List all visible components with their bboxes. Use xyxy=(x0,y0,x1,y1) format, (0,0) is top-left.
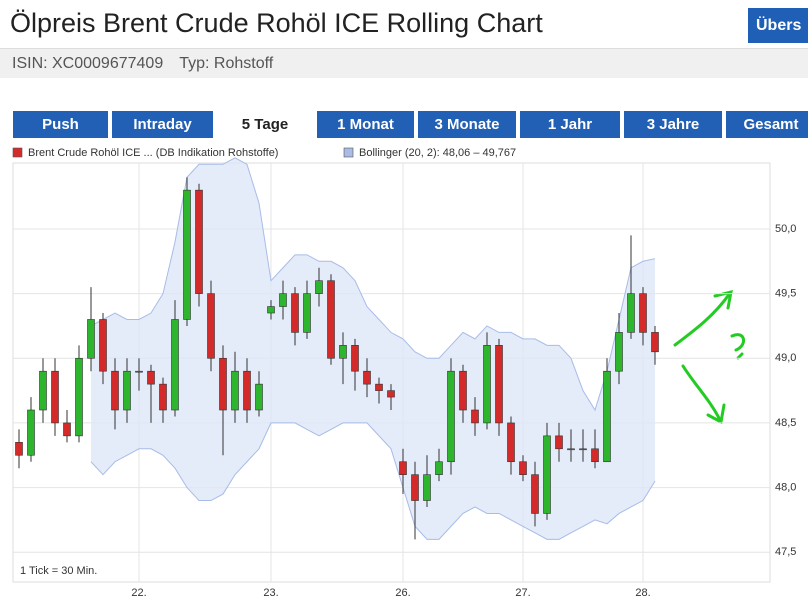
candle-body xyxy=(183,189,191,320)
candle-body xyxy=(159,383,167,411)
candle-body xyxy=(435,461,443,475)
tab[interactable]: 1 Jahr xyxy=(520,111,620,138)
y-tick-label: 47,5 xyxy=(775,546,796,558)
candle-body xyxy=(567,448,575,451)
tab[interactable]: 3 Monate xyxy=(418,111,516,138)
candle-body xyxy=(363,370,371,385)
tab[interactable]: 5 Tage xyxy=(217,111,313,138)
candle-body xyxy=(219,357,227,411)
x-tick-label: 23. xyxy=(263,587,278,599)
candle-body xyxy=(123,370,131,411)
candle-body xyxy=(195,189,203,294)
tick-note: 1 Tick = 30 Min. xyxy=(20,565,97,577)
candle-body xyxy=(255,383,263,411)
candle-body xyxy=(39,370,47,411)
candle-body xyxy=(27,409,35,456)
type: Typ: Rohstoff xyxy=(179,55,274,72)
x-tick-label: 27. xyxy=(515,587,530,599)
candle-body xyxy=(51,370,59,424)
y-tick-label: 48,0 xyxy=(775,482,796,494)
legend-swatch xyxy=(343,147,354,158)
candle-body xyxy=(111,370,119,411)
candle-body xyxy=(531,474,539,514)
legend-label: Brent Crude Rohöl ICE ... (DB Indikation… xyxy=(28,147,278,159)
candle-body xyxy=(555,435,563,450)
candle-body xyxy=(627,293,635,333)
legend-swatch xyxy=(12,147,23,158)
candle-body xyxy=(87,319,95,359)
candle-body xyxy=(471,409,479,424)
annotation-arrows xyxy=(673,289,745,425)
bollinger-lower xyxy=(90,422,656,540)
candle-body xyxy=(399,461,407,475)
legend-label: Bollinger (20, 2): 48,06 – 49,767 xyxy=(359,147,516,159)
candle-body xyxy=(579,448,587,451)
candle-body xyxy=(423,474,431,501)
candle-body xyxy=(279,293,287,307)
tab[interactable]: Push xyxy=(13,111,108,138)
y-tick-label: 49,5 xyxy=(775,288,796,300)
candle-body xyxy=(15,442,23,456)
candle-body xyxy=(291,293,299,333)
candle-body xyxy=(99,319,107,372)
candle-body xyxy=(483,345,491,424)
candle-body xyxy=(543,435,551,514)
candle-body xyxy=(495,345,503,424)
x-tick-label: 22. xyxy=(131,587,146,599)
x-tick-label: 26. xyxy=(395,587,410,599)
x-tick-label: 28. xyxy=(635,587,650,599)
y-tick-label: 50,0 xyxy=(775,223,796,235)
bollinger-upper xyxy=(90,157,656,412)
candle-body xyxy=(207,293,215,359)
tab[interactable]: Gesamt xyxy=(726,111,808,138)
tab[interactable]: Intraday xyxy=(112,111,213,138)
candle-body xyxy=(639,293,647,333)
candle-body xyxy=(351,345,359,372)
y-tick-label: 48,5 xyxy=(775,417,796,429)
candle-body xyxy=(315,280,323,294)
candle-body xyxy=(375,383,383,391)
candle-body xyxy=(591,448,599,463)
candle-body xyxy=(387,390,395,398)
candle-body xyxy=(63,422,71,437)
tab[interactable]: 1 Monat xyxy=(317,111,414,138)
candle-body xyxy=(507,422,515,463)
candle-body xyxy=(327,280,335,359)
candle-body xyxy=(135,370,143,373)
range-tabs: Push Intraday 5 Tage 1 Monat 3 Monate 1 Jahr 3… xyxy=(13,111,808,138)
candle-body xyxy=(75,357,83,437)
candle-body xyxy=(171,319,179,411)
candle-body xyxy=(231,370,239,411)
isin: ISIN: XC0009677409 xyxy=(12,55,164,72)
candle-body xyxy=(459,370,467,411)
candle-body xyxy=(519,461,527,475)
info-bar: ISIN: XC0009677409 Typ: Rohstoff xyxy=(0,48,808,78)
candle-body xyxy=(651,332,659,353)
page-title: Ölpreis Brent Crude Rohöl ICE Rolling Ch… xyxy=(10,8,543,38)
candle-body xyxy=(147,370,155,385)
candle-body xyxy=(243,370,251,411)
candle-body xyxy=(303,293,311,333)
y-tick-label: 49,0 xyxy=(775,352,796,364)
candle-body xyxy=(603,370,611,463)
tab[interactable]: 3 Jahre xyxy=(624,111,722,138)
candle-body xyxy=(447,370,455,463)
candle-body xyxy=(615,332,623,372)
candle-body xyxy=(339,345,347,359)
overview-button[interactable]: Übers xyxy=(748,8,808,43)
candle-body xyxy=(411,474,419,501)
candle-body xyxy=(267,306,275,314)
